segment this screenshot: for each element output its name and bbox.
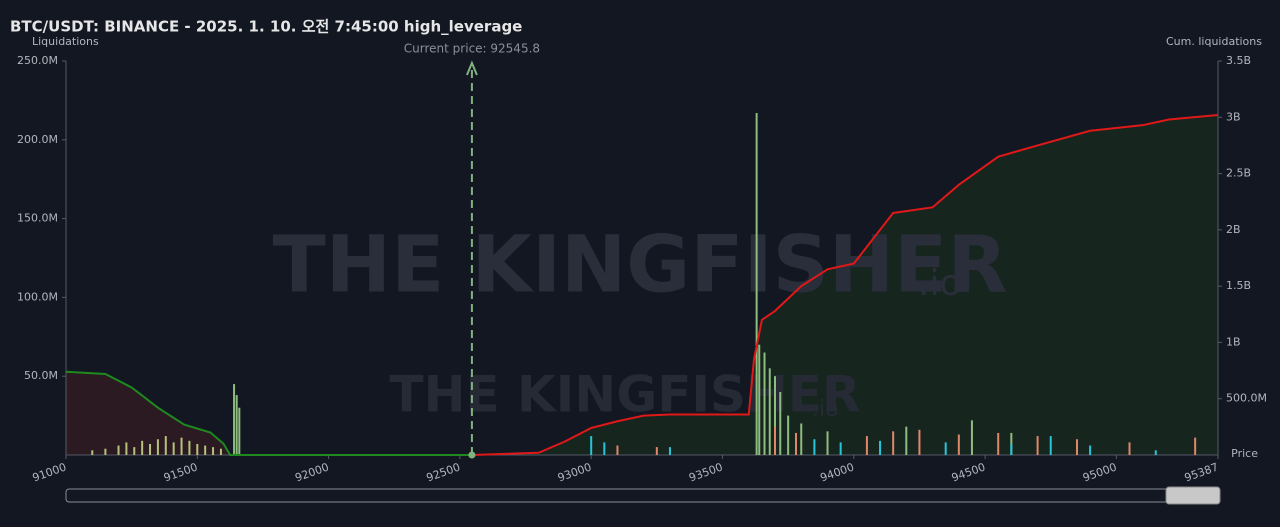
bar [758,344,761,455]
scroll-handle[interactable] [1165,486,1221,505]
x-tick-label: 95000 [1081,460,1118,484]
bar [774,376,777,455]
current-price-dot [468,451,476,459]
bar [892,431,895,455]
y-tick-label: 250.0M [17,54,58,67]
bar [813,439,816,455]
bar [1194,437,1197,455]
x-tick-label: 92500 [425,460,462,484]
y-tick-label: 100.0M [17,290,58,303]
y2-tick-label: 1B [1226,335,1241,348]
x-tick-label: 93500 [687,460,724,484]
annotation: Current price: 92545.8 [404,42,540,56]
bar [997,432,1000,455]
x-tick-label: 95387 [1183,460,1220,484]
y-tick-label: 200.0M [17,133,58,146]
bar [957,434,960,455]
y-axis-label: Liquidations [32,35,99,48]
bar [879,440,882,455]
bar [1036,436,1039,455]
bar [800,423,803,455]
bar [117,445,120,455]
bar [133,447,136,455]
watermark: THE KINGFISHER [273,220,1008,310]
bar [1049,436,1052,455]
bar [204,445,207,455]
bar [104,448,107,455]
bar [1075,439,1078,455]
bar [779,391,782,455]
bar [91,450,94,455]
bar [768,368,771,455]
cum-line [471,114,1219,456]
y-tick-label: 50.0M [24,369,58,382]
bar [212,447,215,455]
bar [787,415,790,455]
bar [590,436,593,455]
x-tick-label: 94000 [818,460,855,484]
bar [865,436,868,455]
bar [149,443,152,455]
bar [1154,450,1157,455]
bar [826,431,829,455]
bar [125,442,128,455]
bar [755,113,758,456]
bar [905,426,908,455]
bar [164,436,167,455]
x-tick-label: 93000 [556,460,593,484]
bar [839,442,842,455]
bar [219,448,222,455]
scrollbar[interactable] [65,488,1221,503]
y2-tick-label: 2B [1226,223,1241,236]
x-tick-label: 94500 [950,460,987,484]
watermark-suffix: .io [812,397,839,422]
x-tick-label: 91000 [31,460,68,484]
watermark-suffix: .io [918,263,961,304]
bar [172,442,175,455]
y2-tick-label: 500.0M [1226,392,1267,405]
y2-axis-label: Cum. liquidations [1166,35,1262,48]
bar [944,442,947,455]
bar [141,440,144,455]
x-tick-label: 91500 [162,460,199,484]
cum-line [65,370,472,456]
bar [970,420,973,455]
bar [795,432,798,455]
y2-tick-label: 3B [1226,110,1241,123]
bar [196,443,199,455]
y2-tick-label: 1.5B [1226,279,1251,292]
bar [1089,445,1092,455]
bar [763,352,766,455]
bar [616,445,619,455]
y-tick-label: 150.0M [17,212,58,225]
cum-area [66,371,472,455]
bar [156,439,159,455]
bar [235,395,238,455]
bar [188,440,191,455]
bar [180,437,183,455]
bar [918,429,921,455]
y2-tick-label: 2.5B [1226,167,1251,180]
y2-tick-label: 3.5B [1226,54,1251,67]
bar [774,426,777,455]
bar [1128,442,1131,455]
bar [233,384,236,455]
bar [668,447,671,455]
bar [1010,443,1013,455]
chart-title: BTC/USDT: BINANCE - 2025. 1. 10. 오전 7:45… [10,18,522,36]
current-price-arrow [465,60,478,76]
x-tick-label: 92000 [293,460,330,484]
cum-area [471,115,1218,455]
watermark: THE KINGFISHER [389,366,860,424]
bar [238,407,241,455]
x-axis-label: Price [1231,447,1258,460]
bar [603,442,606,455]
bar [655,447,658,455]
